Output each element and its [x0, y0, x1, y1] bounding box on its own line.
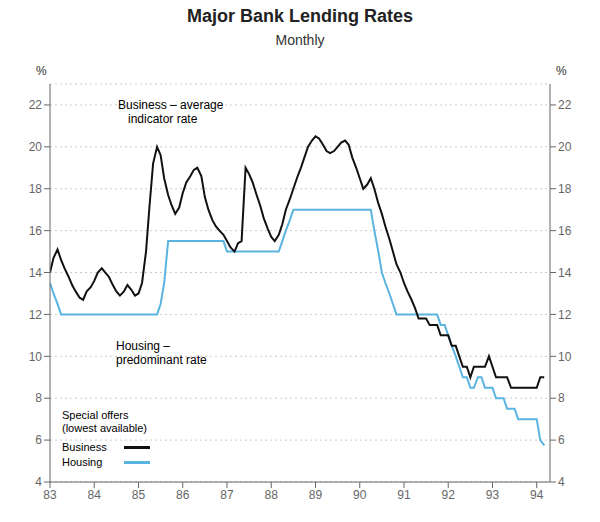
- html-text:Housing: Housing: [62, 456, 103, 468]
- html-text:Monthly: Monthly: [275, 32, 325, 48]
- svg-text:87: 87: [220, 488, 234, 502]
- svg-text:16: 16: [29, 224, 43, 238]
- svg-text:4: 4: [35, 475, 42, 489]
- svg-text:6: 6: [35, 433, 42, 447]
- svg-text:85: 85: [132, 488, 146, 502]
- svg-text:10: 10: [558, 350, 572, 364]
- svg-text:86: 86: [176, 488, 190, 502]
- svg-text:14: 14: [29, 266, 43, 280]
- svg-text:6: 6: [558, 433, 565, 447]
- svg-text:83: 83: [43, 488, 57, 502]
- svg-text:22: 22: [29, 98, 43, 112]
- svg-text:84: 84: [88, 488, 102, 502]
- svg-text:4: 4: [558, 475, 565, 489]
- svg-text:12: 12: [558, 308, 572, 322]
- svg-text:90: 90: [353, 488, 367, 502]
- svg-text:16: 16: [558, 224, 572, 238]
- html-text:Business: Business: [62, 441, 107, 453]
- svg-text:14: 14: [558, 266, 572, 280]
- svg-text:18: 18: [558, 182, 572, 196]
- svg-text:91: 91: [397, 488, 411, 502]
- svg-text:93: 93: [486, 488, 500, 502]
- html-text:Business – average indicator r: Business – average indicator rate: [118, 98, 224, 126]
- svg-text:92: 92: [442, 488, 456, 502]
- svg-text:18: 18: [29, 182, 43, 196]
- svg-text:88: 88: [265, 488, 279, 502]
- html-text:Housing – predominant rate: Housing – predominant rate: [116, 339, 207, 367]
- svg-text:20: 20: [558, 140, 572, 154]
- html-text:Major Bank Lending Rates: Major Bank Lending Rates: [187, 6, 413, 26]
- html-text:Special offers (lowest availab: Special offers (lowest available): [62, 409, 147, 434]
- svg-text:94: 94: [530, 488, 544, 502]
- svg-text:12: 12: [29, 308, 43, 322]
- svg-text:8: 8: [558, 391, 565, 405]
- svg-text:20: 20: [29, 140, 43, 154]
- svg-text:89: 89: [309, 488, 323, 502]
- svg-text:10: 10: [29, 350, 43, 364]
- svg-text:22: 22: [558, 98, 572, 112]
- svg-text:8: 8: [35, 391, 42, 405]
